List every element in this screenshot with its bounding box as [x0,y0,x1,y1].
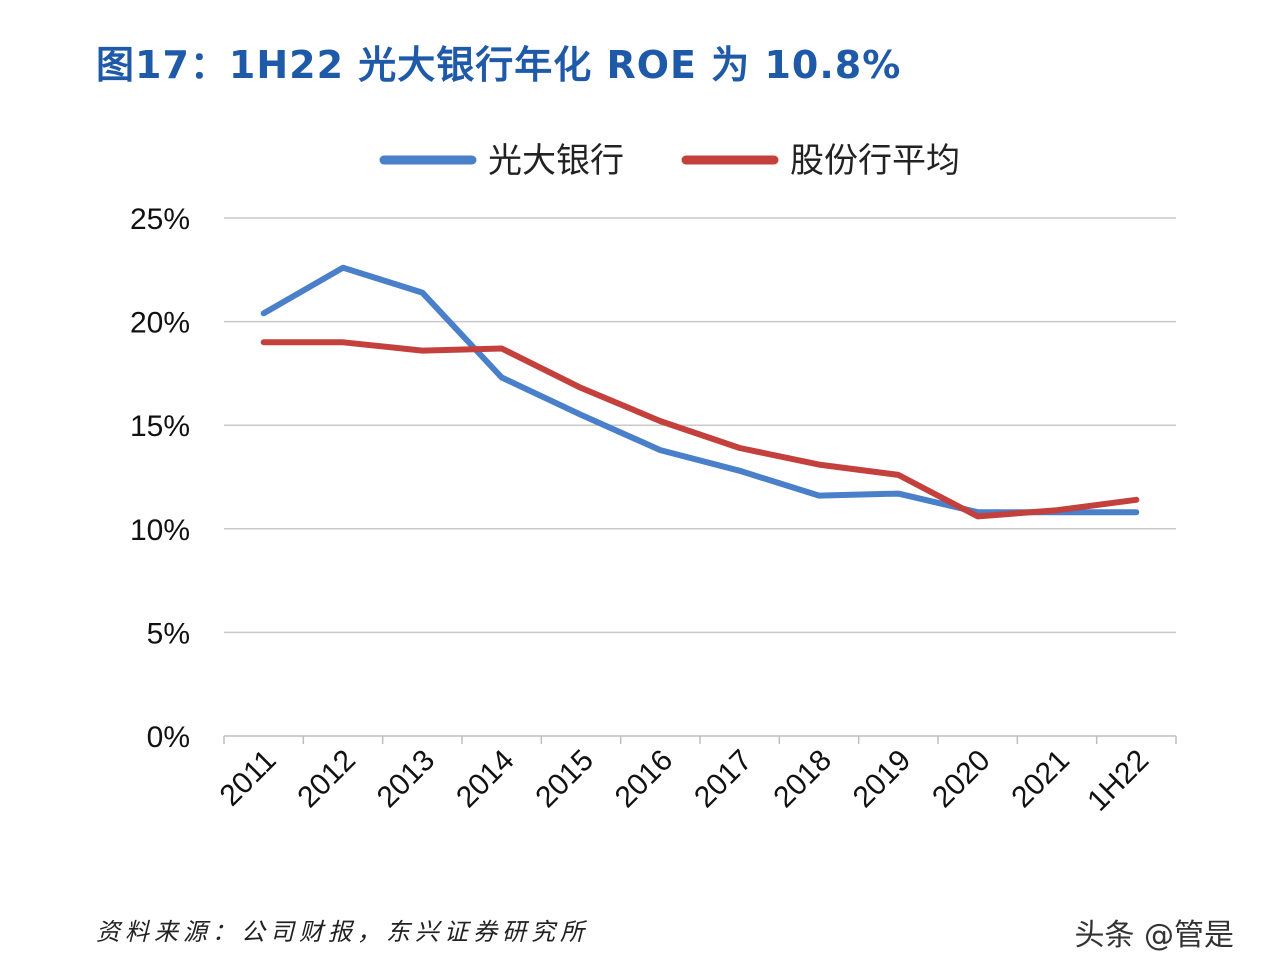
data-point [977,511,979,513]
data-point [501,348,503,349]
data-point [739,470,741,472]
data-point [977,515,979,517]
y-tick-label: 20% [130,307,190,340]
series-line-2 [260,339,1140,520]
data-point [659,449,661,451]
x-tick-label: 2015 [529,744,600,815]
data-point [421,292,423,294]
y-axis-ticks: 0% 5% 10% 15% 20% 25% [130,203,190,754]
y-tick-label: 5% [147,617,190,650]
x-tick-label: 1H22 [1081,744,1155,818]
chart-title: 图17：1H22 光大银行年化 ROE 为 10.8% [96,43,902,87]
chart-gridlines [224,217,1176,634]
chart-axes [223,735,1177,744]
data-point [1135,511,1137,513]
data-point [580,387,582,389]
chart-series [260,264,1140,520]
x-axis-ticks: 2011 2012 2013 2014 2015 2016 2017 2018 2019 2020… [214,744,1156,818]
data-point [897,493,899,495]
data-point [421,350,423,352]
data-point [659,420,661,422]
data-point [1056,509,1058,511]
series-line-1 [260,264,1140,516]
x-tick-label: 2017 [688,744,759,815]
legend-label: 股份行平均 [790,141,960,181]
x-tick-label: 2013 [371,744,442,815]
x-tick-label: 2011 [214,744,283,813]
y-tick-label: 10% [130,514,190,547]
y-tick-label: 25% [130,203,190,236]
chart-legend: 光大银行 股份行平均 [379,141,960,181]
data-point [818,495,820,497]
y-tick-label: 15% [130,410,190,443]
data-point [1135,499,1137,501]
x-tick-label: 2021 [1005,744,1076,815]
data-point [342,267,344,269]
x-tick-label: 2020 [926,744,997,815]
data-point [263,341,265,343]
x-tick-label: 2018 [767,744,838,815]
y-tick-label: 0% [147,721,190,754]
data-point [897,474,899,476]
source-note: 资料来源：公司财报，东兴证券研究所 [96,918,589,946]
x-tick-label: 2019 [847,744,918,815]
x-tick-label: 2016 [609,744,680,815]
data-point [342,341,344,343]
data-point [818,464,820,466]
x-tick-label: 2012 [291,744,362,815]
data-point [263,312,265,314]
watermark-text: 头条 @管是 [1074,918,1234,953]
data-point [580,414,582,416]
data-point [739,447,741,449]
x-tick-label: 2014 [450,744,521,815]
data-point [501,377,503,378]
legend-label: 光大银行 [488,141,624,181]
